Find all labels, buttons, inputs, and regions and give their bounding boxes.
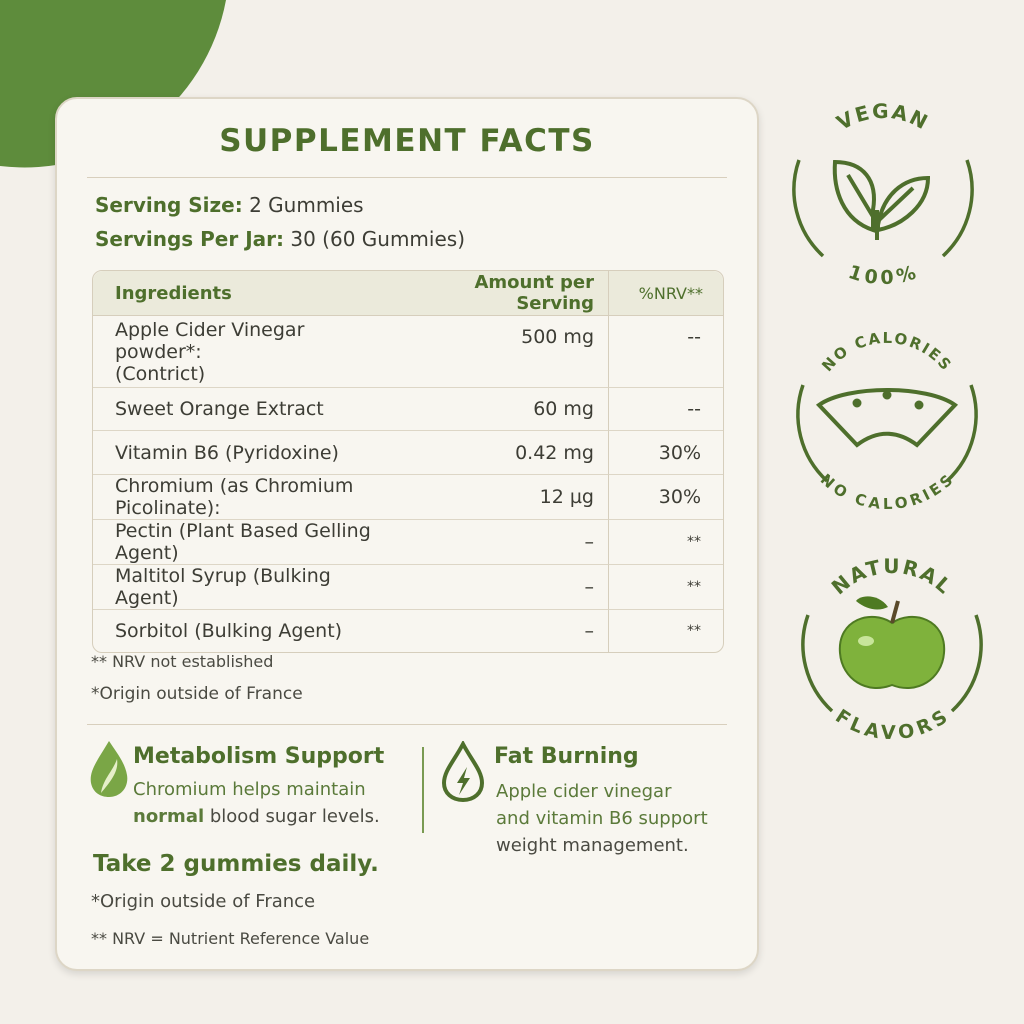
feature-text-fat-burning: Apple cider vinegar and vitamin B6 suppor… bbox=[496, 781, 708, 856]
serving-size: Serving Size: 2 Gummies bbox=[95, 193, 364, 217]
ingredient-amount: – bbox=[409, 520, 608, 565]
badge-top-text: NATURAL bbox=[827, 554, 956, 600]
ingredient-nrv: -- bbox=[608, 388, 723, 431]
table-row: Chromium (as Chromium Picolinate): 12 µg… bbox=[93, 475, 723, 520]
badge-top-text: VEGAN bbox=[833, 99, 932, 135]
badge-leaf: VEGAN 100% bbox=[783, 90, 983, 294]
table-row: Sorbitol (Bulking Agent) – ** bbox=[93, 610, 723, 652]
table-row: Pectin (Plant Based Gelling Agent) – ** bbox=[93, 520, 723, 565]
ingredient-name: Apple Cider Vinegar powder*: (Contrict) bbox=[93, 316, 410, 388]
svg-text:100%: 100% bbox=[846, 261, 920, 289]
footer-nrv: ** NRV = Nutrient Reference Value bbox=[91, 929, 370, 948]
gummy-icon bbox=[815, 388, 959, 448]
ingredient-nrv: ** bbox=[608, 610, 723, 652]
ingredient-amount: 0.42 mg bbox=[409, 431, 608, 475]
ingredient-name: Chromium (as Chromium Picolinate): bbox=[93, 475, 410, 520]
ingredient-name: Maltitol Syrup (Bulking Agent) bbox=[93, 565, 410, 610]
ingredient-amount: 12 µg bbox=[409, 475, 608, 520]
note-nrv: ** NRV not established bbox=[91, 652, 274, 671]
svg-text:FLAVORS: FLAVORS bbox=[831, 705, 952, 744]
ingredient-nrv: 30% bbox=[608, 431, 723, 475]
leaf-icon bbox=[832, 159, 931, 240]
table-row: Maltitol Syrup (Bulking Agent) – ** bbox=[93, 565, 723, 610]
header-nrv: %NRV** bbox=[608, 271, 723, 316]
badge-apple: NATURAL FLAVORS bbox=[792, 545, 992, 749]
header-ingredients: Ingredients bbox=[93, 271, 410, 316]
ingredient-amount: – bbox=[584, 620, 595, 642]
feature-title-metabolism: Metabolism Support bbox=[133, 744, 385, 769]
feature-divider bbox=[422, 747, 424, 833]
table-row: Sweet Orange Extract 60 mg -- bbox=[93, 388, 723, 431]
table-row: Apple Cider Vinegar powder*: (Contrict) 5… bbox=[93, 316, 723, 388]
servings-per-jar: Servings Per Jar: 30 (60 Gummies) bbox=[95, 227, 465, 251]
ingredient-nrv: ** bbox=[608, 520, 723, 565]
supplement-facts-panel: SUPPLEMENT FACTS Serving Size: 2 Gummies… bbox=[55, 97, 759, 971]
table-row: Vitamin B6 (Pyridoxine) 0.42 mg 30% bbox=[93, 431, 723, 475]
ingredient-amount: – bbox=[409, 565, 608, 610]
ingredient-name: Sorbitol (Bulking Agent) bbox=[115, 620, 343, 642]
ingredient-amount: 500 mg bbox=[409, 316, 608, 388]
ingredient-nrv: ** bbox=[608, 565, 723, 610]
lightning-drop-icon bbox=[441, 741, 485, 803]
note-origin: *Origin outside of France bbox=[91, 684, 303, 704]
ingredient-amount: 60 mg bbox=[409, 388, 608, 431]
ingredient-name: Sweet Orange Extract bbox=[93, 388, 410, 431]
ingredients-table: Ingredients Amount per Serving %NRV** Ap… bbox=[92, 270, 724, 653]
svg-text:VEGAN: VEGAN bbox=[833, 99, 934, 135]
badge-top-text: NO CALORIES bbox=[818, 329, 954, 375]
badge-bottom-text: FLAVORS bbox=[831, 705, 951, 744]
badge-bottom-text: 100% bbox=[846, 261, 919, 289]
ingredient-nrv: -- bbox=[608, 316, 723, 388]
directions: Take 2 gummies daily. bbox=[93, 851, 379, 877]
leaf-drop-icon bbox=[90, 741, 128, 797]
feature-text-metabolism: Chromium helps maintain normal blood suga… bbox=[133, 779, 380, 827]
header-amount: Amount per Serving bbox=[409, 271, 608, 316]
feature-title-fat-burning: Fat Burning bbox=[494, 744, 639, 769]
ingredient-name: Pectin (Plant Based Gelling Agent) bbox=[93, 520, 410, 565]
ingredient-nrv: 30% bbox=[608, 475, 723, 520]
svg-text:NO CALORIES: NO CALORIES bbox=[818, 329, 956, 375]
ingredient-name: Vitamin B6 (Pyridoxine) bbox=[93, 431, 410, 475]
badge-bottom-text: NO CALORIES bbox=[817, 470, 956, 513]
apple-icon bbox=[838, 596, 946, 690]
divider bbox=[87, 724, 727, 725]
page-title: SUPPLEMENT FACTS bbox=[219, 123, 595, 159]
svg-text:NO CALORIES: NO CALORIES bbox=[817, 470, 957, 513]
svg-text:NATURAL: NATURAL bbox=[827, 554, 958, 600]
badge-gummy: NO CALORIES NO CALORIES bbox=[787, 315, 987, 519]
footer-origin: *Origin outside of France bbox=[91, 891, 316, 912]
divider bbox=[87, 177, 727, 178]
